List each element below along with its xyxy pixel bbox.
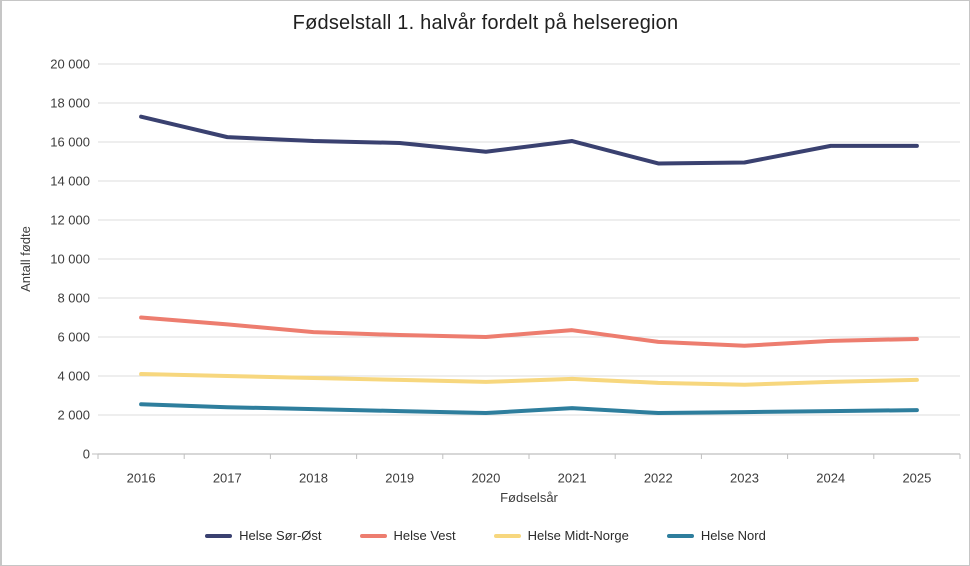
legend-label: Helse Sør-Øst	[239, 528, 322, 543]
x-tick-label: 2017	[213, 471, 242, 486]
y-tick-label: 16 000	[50, 135, 90, 150]
y-tick-label: 20 000	[50, 57, 90, 72]
chart-plot-area: 0 2 000 4 000 6 000 8 000 10 000 12 000 14 000 1…	[18, 57, 961, 505]
x-tick-label: 2021	[558, 471, 587, 486]
y-axis-title: Antall fødte	[18, 226, 33, 292]
x-tick-label: 2025	[902, 471, 931, 486]
series-line-helse-nord	[139, 402, 919, 416]
x-tick-label: 2024	[816, 471, 845, 486]
series-line-helse-s-r-st	[139, 114, 919, 166]
x-tick-label: 2019	[385, 471, 414, 486]
y-tick-label: 4 000	[57, 369, 90, 384]
x-axis-tick-labels: 2016 2017 2018 2019 2020 2021 2022 2023 2024 2025	[127, 471, 932, 486]
y-tick-label: 18 000	[50, 96, 90, 111]
legend-swatch	[493, 533, 521, 538]
legend-item: Helse Vest	[359, 528, 456, 543]
gridlines	[98, 63, 960, 416]
legend-label: Helse Midt-Norge	[527, 528, 629, 543]
legend-label: Helse Vest	[393, 528, 456, 543]
legend-item: Helse Midt-Norge	[493, 528, 629, 543]
legend-label: Helse Nord	[700, 528, 766, 543]
y-tick-label: 0	[83, 447, 90, 462]
y-tick-label: 2 000	[57, 408, 90, 423]
y-tick-label: 6 000	[57, 330, 90, 345]
y-tick-label: 14 000	[50, 174, 90, 189]
x-axis-title: Fødselsår	[500, 490, 558, 505]
y-tick-label: 8 000	[57, 291, 90, 306]
legend-swatch	[205, 533, 233, 538]
chart-legend: Helse Sør-Øst Helse Vest Helse Midt-Norge H…	[2, 528, 969, 543]
chart-title: Fødselstall 1. halvår fordelt på helsere…	[292, 12, 679, 34]
x-tick-label: 2020	[471, 471, 500, 486]
legend-item: Helse Nord	[666, 528, 766, 543]
y-axis-tick-labels: 0 2 000 4 000 6 000 8 000 10 000 12 000 14 000 1…	[50, 57, 90, 462]
y-tick-label: 10 000	[50, 252, 90, 267]
x-tick-label: 2016	[127, 471, 156, 486]
series-line-helse-midt-norge	[139, 372, 919, 387]
series-lines	[139, 114, 919, 416]
x-tick-label: 2018	[299, 471, 328, 486]
legend-swatch	[666, 533, 694, 538]
x-tick-label: 2023	[730, 471, 759, 486]
legend-swatch	[359, 533, 387, 538]
legend-item: Helse Sør-Øst	[205, 528, 322, 543]
y-tick-label: 12 000	[50, 213, 90, 228]
x-tick-label: 2022	[644, 471, 673, 486]
series-line-helse-vest	[139, 315, 919, 348]
axes	[92, 453, 961, 459]
